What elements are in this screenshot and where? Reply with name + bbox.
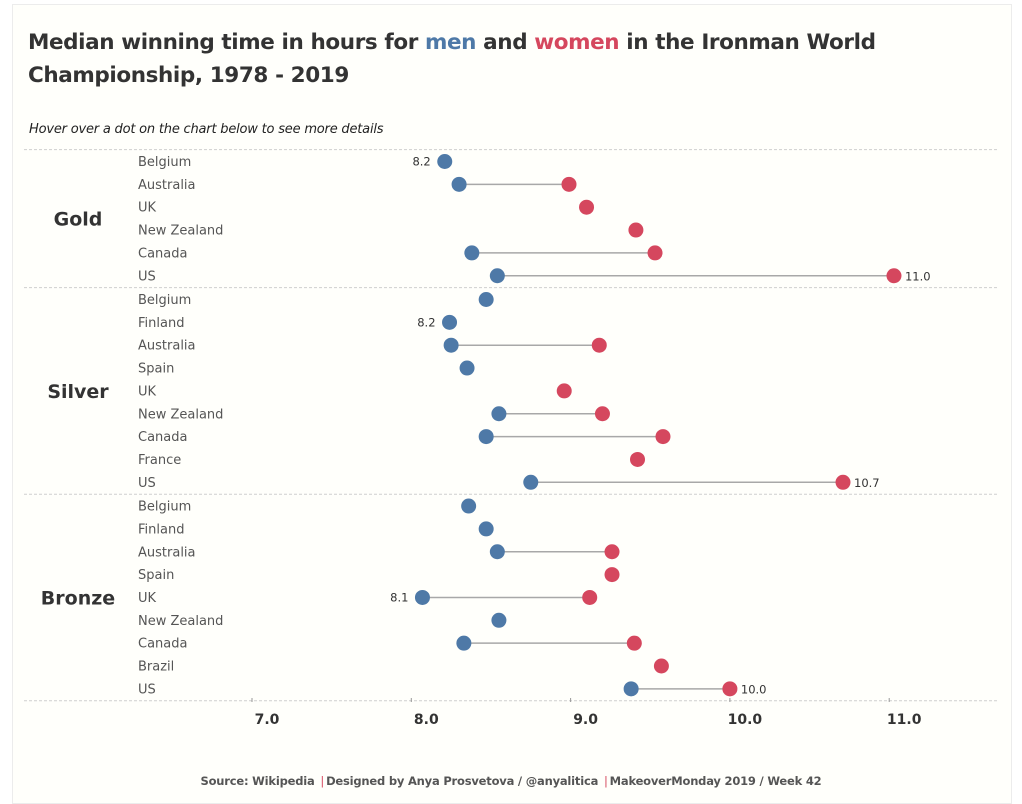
women-dot[interactable] <box>582 589 598 605</box>
women-dot[interactable] <box>647 245 663 261</box>
data-label: 8.1 <box>390 590 408 604</box>
country-label: UK <box>138 201 157 216</box>
country-label: Finland <box>138 316 184 331</box>
group-label-bronze: Bronze <box>41 587 115 609</box>
men-dot[interactable] <box>464 245 480 261</box>
dashboard-card <box>12 4 1012 804</box>
women-dot[interactable] <box>886 268 902 284</box>
country-label: France <box>138 453 181 468</box>
data-label: 10.7 <box>854 476 880 490</box>
men-dot[interactable] <box>489 544 505 560</box>
x-axis-tick-label: 9.0 <box>573 712 598 728</box>
data-label: 8.2 <box>412 155 430 169</box>
women-dot[interactable] <box>626 635 642 651</box>
country-label: Canada <box>138 246 187 261</box>
country-label: US <box>138 682 156 697</box>
country-label: New Zealand <box>138 614 223 629</box>
footer-designer: Designed by Anya Prosvetova / @anyalitic… <box>326 774 599 788</box>
title-men-highlight: men <box>425 30 477 55</box>
men-dot[interactable] <box>459 360 475 376</box>
men-dot[interactable] <box>489 268 505 284</box>
women-dot[interactable] <box>835 474 851 490</box>
country-label: US <box>138 476 156 491</box>
country-label: UK <box>138 591 157 606</box>
country-label: Brazil <box>138 660 174 675</box>
women-dot[interactable] <box>594 406 610 422</box>
chart-subtitle: Hover over a dot on the chart below to s… <box>29 122 384 137</box>
country-label: Belgium <box>138 500 191 515</box>
men-dot[interactable] <box>461 498 477 514</box>
women-dot[interactable] <box>628 222 644 238</box>
footer-separator: | <box>320 774 325 788</box>
x-axis-tick-label: 11.0 <box>887 712 922 728</box>
footer-separator: | <box>603 774 608 788</box>
women-dot[interactable] <box>653 658 669 674</box>
women-dot[interactable] <box>722 681 738 697</box>
men-dot[interactable] <box>442 314 458 330</box>
men-dot[interactable] <box>443 337 459 353</box>
men-dot[interactable] <box>478 292 494 307</box>
men-dot[interactable] <box>491 612 507 628</box>
men-dot[interactable] <box>491 406 507 422</box>
title-text-mid: and <box>476 30 535 55</box>
country-label: Canada <box>138 430 187 445</box>
data-label: 11.0 <box>905 269 931 283</box>
data-label: 8.2 <box>417 315 435 329</box>
men-dot[interactable] <box>451 176 467 192</box>
country-label: US <box>138 269 156 284</box>
country-label: Australia <box>138 545 196 560</box>
country-label: Spain <box>138 568 174 583</box>
women-dot[interactable] <box>604 567 620 583</box>
women-dot[interactable] <box>591 337 607 353</box>
group-label-silver: Silver <box>47 381 109 403</box>
footer-source: Source: Wikipedia <box>200 774 315 788</box>
men-dot[interactable] <box>623 681 639 697</box>
women-dot[interactable] <box>579 199 595 215</box>
title-text-post: in the Ironman World Championship, 1978 … <box>28 30 876 88</box>
chart-title: Median winning time in hours for men and… <box>28 26 1008 92</box>
country-label: Belgium <box>138 293 191 308</box>
country-label: Australia <box>138 339 196 354</box>
women-dot[interactable] <box>604 544 620 560</box>
country-label: Finland <box>138 522 184 537</box>
group-label-gold: Gold <box>54 209 103 231</box>
footer-credits: Source: Wikipedia | Designed by Anya Pros… <box>0 774 1022 788</box>
country-label: Australia <box>138 178 196 193</box>
country-label: New Zealand <box>138 224 223 239</box>
women-dot[interactable] <box>556 383 572 399</box>
x-axis-tick-label: 8.0 <box>414 712 439 728</box>
men-dot[interactable] <box>478 429 494 445</box>
women-dot[interactable] <box>561 176 577 192</box>
country-label: New Zealand <box>138 407 223 422</box>
men-dot[interactable] <box>414 589 430 605</box>
men-dot[interactable] <box>523 474 539 490</box>
footer-event: MakeoverMonday 2019 / Week 42 <box>609 774 822 788</box>
x-axis-tick-label: 10.0 <box>728 712 763 728</box>
title-women-highlight: women <box>534 30 620 55</box>
men-dot[interactable] <box>437 154 453 169</box>
title-text-pre: Median winning time in hours for <box>28 30 425 55</box>
women-dot[interactable] <box>630 451 646 467</box>
women-dot[interactable] <box>655 429 671 445</box>
men-dot[interactable] <box>478 521 494 537</box>
country-label: Spain <box>138 362 174 377</box>
data-label: 10.0 <box>741 682 767 696</box>
country-label: UK <box>138 384 157 399</box>
x-axis-tick-label: 7.0 <box>255 712 280 728</box>
country-label: Belgium <box>138 155 191 170</box>
men-dot[interactable] <box>456 635 472 651</box>
country-label: Canada <box>138 637 187 652</box>
